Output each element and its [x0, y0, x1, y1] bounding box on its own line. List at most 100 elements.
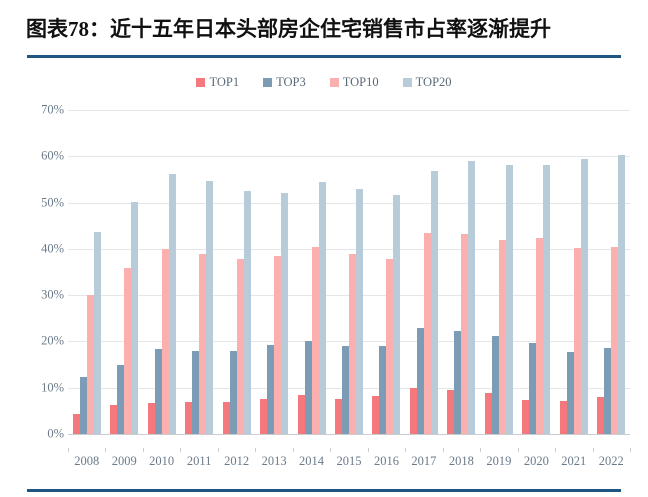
legend-swatch-icon: [196, 77, 206, 87]
bar-top3-2016[interactable]: [379, 345, 387, 434]
gridline: [68, 248, 630, 250]
x-axis-tick-mark: [592, 448, 594, 452]
legend-item-top20[interactable]: TOP20: [402, 74, 452, 89]
bar-top20-2017[interactable]: [430, 170, 438, 434]
bar-top10-2009[interactable]: [124, 268, 132, 434]
bar-top1-2017[interactable]: [409, 387, 417, 434]
bar-group-2017: [405, 110, 442, 434]
bar-top3-2019[interactable]: [491, 335, 499, 434]
bar-group-2020: [518, 110, 555, 434]
x-axis-tick-label-2017: 2017: [411, 454, 437, 468]
bar-group-2016: [368, 110, 405, 434]
bar-top3-2020[interactable]: [529, 343, 537, 434]
bar-top10-2008[interactable]: [86, 295, 94, 434]
bar-group-2022: [593, 110, 630, 434]
legend-swatch-icon: [402, 77, 412, 87]
bar-top1-2018[interactable]: [447, 390, 455, 434]
bar-group-2018: [443, 110, 480, 434]
bar-top20-2021[interactable]: [580, 158, 588, 434]
bar-group-2008: [68, 110, 105, 434]
bar-top20-2014[interactable]: [318, 181, 326, 434]
bar-top20-2013[interactable]: [281, 193, 289, 434]
bar-top10-2018[interactable]: [461, 233, 469, 434]
bar-group-2011: [180, 110, 217, 434]
legend-item-top10[interactable]: TOP10: [329, 76, 379, 89]
chart-bars-canvas: 2008 2009 2010 2011 2012 2013 2014 2015 2016 2017…: [68, 110, 631, 468]
bar-group-2014: [293, 110, 330, 434]
bar-top20-2012[interactable]: [243, 191, 251, 434]
y-axis-tick-label: 10%: [41, 380, 64, 395]
bar-top10-2015[interactable]: [348, 254, 356, 434]
legend-item-top3[interactable]: TOP3: [263, 76, 306, 89]
x-axis-tick-label-2018: 2018: [448, 454, 474, 468]
bar-top3-2015[interactable]: [341, 346, 349, 434]
bar-top3-2011[interactable]: [192, 351, 200, 434]
x-axis-tick-mark: [292, 448, 294, 452]
bar-top1-2014[interactable]: [297, 394, 305, 434]
bar-top10-2010[interactable]: [161, 248, 169, 434]
bar-group-2021: [555, 110, 592, 434]
bar-top20-2008[interactable]: [93, 232, 101, 434]
bar-top10-2021[interactable]: [573, 247, 581, 434]
bar-top1-2021[interactable]: [559, 400, 567, 434]
bar-top10-2017[interactable]: [423, 233, 431, 434]
x-axis-tick-mark: [68, 448, 69, 452]
bar-top10-2022[interactable]: [611, 246, 619, 434]
bar-top1-2020[interactable]: [522, 399, 530, 434]
bar-top3-2017[interactable]: [416, 328, 424, 434]
bar-top1-2015[interactable]: [334, 399, 342, 434]
bar-top20-2018[interactable]: [468, 160, 476, 434]
bar-top20-2019[interactable]: [505, 164, 513, 434]
bar-top10-2019[interactable]: [498, 239, 506, 434]
bar-top3-2009[interactable]: [117, 364, 125, 434]
y-axis-tick-label: 70%: [41, 102, 64, 117]
bar-top3-2010[interactable]: [154, 349, 162, 434]
bar-top3-2014[interactable]: [304, 340, 312, 434]
bar-top3-2008[interactable]: [79, 377, 87, 434]
bar-top3-2013[interactable]: [267, 344, 275, 434]
bar-top1-2012[interactable]: [222, 401, 230, 434]
x-axis-tick-mark: [517, 448, 519, 452]
bar-top1-2016[interactable]: [372, 395, 380, 434]
figure-header: 图表78：近十五年日本头部房企住宅销售市占率逐渐提升: [0, 0, 648, 62]
bar-top1-2019[interactable]: [484, 393, 492, 434]
gridline: [68, 202, 630, 204]
bar-top20-2016[interactable]: [393, 194, 401, 434]
bar-top10-2020[interactable]: [536, 237, 544, 434]
gridline: [68, 156, 630, 158]
legend-label: TOP3: [276, 74, 306, 89]
bar-top20-2022[interactable]: [618, 154, 626, 434]
bar-top20-2015[interactable]: [355, 189, 363, 434]
bar-top1-2008[interactable]: [72, 414, 80, 434]
page-title: 图表78：近十五年日本头部房企住宅销售市占率逐渐提升: [26, 17, 551, 41]
legend-item-top1[interactable]: TOP1: [196, 76, 239, 89]
x-axis-tick-label-2020: 2020: [523, 454, 549, 468]
bar-top10-2016[interactable]: [386, 259, 394, 434]
bar-top10-2013[interactable]: [274, 255, 282, 434]
x-axis-tick-mark: [555, 448, 557, 452]
bar-top1-2010[interactable]: [147, 402, 155, 434]
bar-top10-2011[interactable]: [199, 253, 207, 434]
bar-top1-2009[interactable]: [110, 405, 118, 434]
bar-top10-2014[interactable]: [311, 246, 319, 434]
x-axis-tick-mark: [105, 448, 107, 452]
x-axis-tick-label-2009: 2009: [111, 454, 137, 468]
bar-top10-2012[interactable]: [236, 259, 244, 434]
x-axis-tick-label-2008: 2008: [74, 454, 100, 468]
bar-top3-2018[interactable]: [454, 330, 462, 434]
bar-top1-2022[interactable]: [597, 396, 605, 434]
bar-top1-2011[interactable]: [185, 402, 193, 434]
bar-top1-2013[interactable]: [260, 399, 268, 434]
x-axis-tick-label-2014: 2014: [299, 454, 325, 468]
bar-top3-2022[interactable]: [604, 348, 612, 434]
legend-label: TOP20: [415, 74, 452, 89]
bar-top20-2010[interactable]: [168, 173, 176, 434]
bar-top20-2011[interactable]: [206, 180, 214, 434]
x-axis-tick-label-2016: 2016: [373, 454, 399, 468]
y-axis-tick-label: 50%: [41, 195, 64, 210]
gridline: [68, 110, 630, 111]
bar-top20-2020[interactable]: [543, 164, 551, 434]
bar-top3-2021[interactable]: [566, 352, 574, 434]
bar-top20-2009[interactable]: [131, 201, 139, 434]
bar-top3-2012[interactable]: [229, 351, 237, 434]
